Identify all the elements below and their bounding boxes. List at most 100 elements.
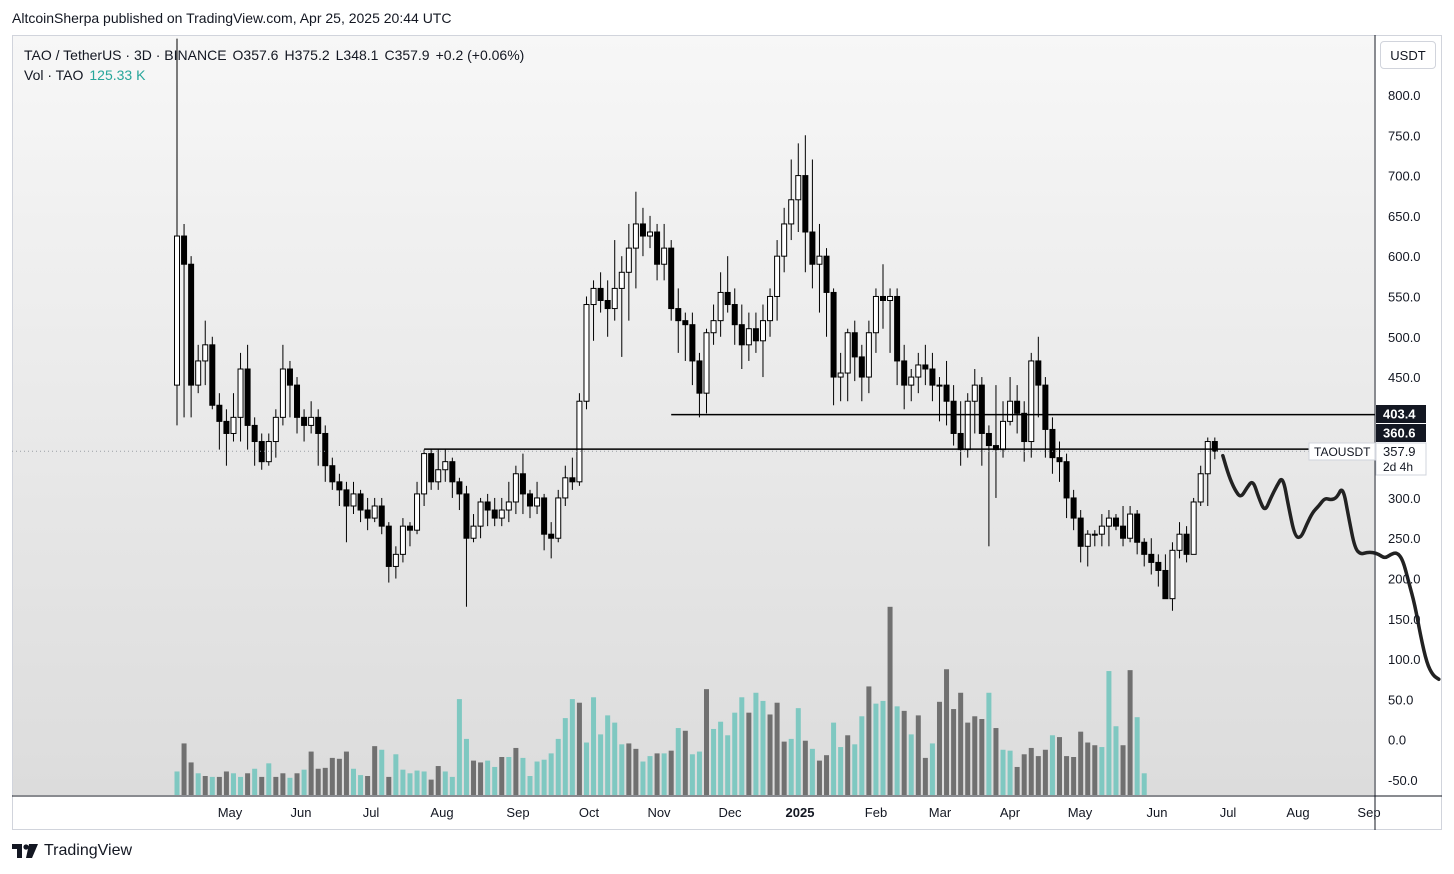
- close-value: C357.9: [384, 47, 430, 63]
- candle: [724, 256, 731, 313]
- volume-bar: [591, 697, 597, 795]
- time-tick-label: Mar: [929, 805, 952, 820]
- candle-body: [230, 416, 237, 434]
- volume-bar: [647, 756, 653, 795]
- candle-body: [1014, 400, 1021, 414]
- volume-bar: [386, 776, 392, 795]
- candle-body: [512, 473, 519, 503]
- current-price-label: 357.9: [1383, 444, 1416, 459]
- volume-bar: [287, 777, 293, 795]
- volume-bar: [845, 735, 851, 795]
- candle-body: [569, 477, 576, 483]
- candle-body: [174, 235, 180, 386]
- candle-body: [505, 501, 512, 511]
- symbol-label[interactable]: TAO / TetherUS · 3D · BINANCE: [24, 47, 227, 63]
- candle: [498, 497, 505, 527]
- currency-button[interactable]: USDT: [1380, 41, 1436, 69]
- candle-body: [788, 199, 795, 225]
- candle: [406, 522, 413, 547]
- candle: [661, 223, 668, 281]
- volume-bar: [1141, 773, 1147, 795]
- volume-bar: [824, 755, 830, 795]
- candle-body: [647, 231, 654, 237]
- volume-bar: [174, 771, 180, 795]
- candle-body: [1127, 513, 1134, 539]
- volume-bar: [485, 760, 491, 795]
- volume-bar: [993, 728, 999, 795]
- candle: [625, 223, 632, 321]
- candle-body: [1169, 549, 1176, 600]
- candle-body: [555, 497, 562, 539]
- volume-bar: [767, 714, 773, 795]
- volume-bar: [245, 773, 251, 795]
- candle-body: [816, 255, 823, 265]
- time-tick-label: Apr: [1000, 805, 1021, 820]
- volume-bar: [958, 692, 964, 795]
- price-tick-label: 700.0: [1388, 169, 1421, 184]
- candlestick-chart[interactable]: 800.0 750.0 700.0 650.0 600.0 550.0 500.0 450.0…: [12, 35, 1442, 830]
- candle: [181, 223, 188, 418]
- candle-body: [689, 324, 696, 362]
- candle: [322, 425, 329, 482]
- volume-bar: [1035, 756, 1041, 795]
- price-tick-label: 800.0: [1388, 88, 1421, 103]
- volume-bar: [449, 776, 455, 795]
- candle: [1049, 417, 1056, 474]
- candle-body: [1197, 473, 1204, 503]
- volume-bar: [704, 689, 709, 795]
- candle: [767, 288, 774, 337]
- price-tick-label: 200.0: [1388, 572, 1421, 587]
- candle-body: [858, 356, 865, 378]
- candle-body: [548, 533, 555, 539]
- candle-body: [682, 320, 689, 326]
- forecast-drawing: [1221, 453, 1441, 682]
- volume-label[interactable]: Vol · TAO: [24, 67, 84, 83]
- candle: [865, 320, 872, 394]
- candle: [1183, 526, 1190, 563]
- candle: [745, 312, 752, 361]
- volume-bar: [1071, 757, 1077, 795]
- candle: [294, 377, 301, 434]
- volume-bar: [619, 744, 625, 795]
- candle: [1148, 538, 1155, 575]
- candle: [1127, 506, 1134, 543]
- candle: [421, 449, 428, 506]
- candle-body: [1120, 525, 1127, 539]
- volume-bar: [654, 753, 660, 795]
- volume-bar: [802, 740, 808, 795]
- time-tick-label: Aug: [430, 805, 453, 820]
- candle-body: [823, 255, 830, 293]
- candle: [922, 344, 929, 386]
- candle-body: [329, 465, 336, 483]
- volume-bar: [273, 776, 279, 795]
- price-tick-label: 550.0: [1388, 289, 1421, 304]
- volume-bar: [1064, 756, 1070, 795]
- candle: [230, 393, 237, 442]
- time-axis[interactable]: May Jun Jul Aug Sep Oct Nov Dec 2025 Feb Mar Apr May…: [218, 805, 1381, 820]
- candle-body: [661, 247, 668, 265]
- candle: [329, 457, 336, 490]
- candle-body: [463, 493, 470, 539]
- price-label: 360.6: [1383, 426, 1416, 441]
- time-tick-label: Jul: [363, 805, 380, 820]
- candle-body: [315, 416, 322, 434]
- candle: [385, 522, 392, 583]
- candle-body: [943, 384, 950, 402]
- time-tick-label: Sep: [1357, 805, 1380, 820]
- price-tick-label: -50.0: [1388, 773, 1418, 788]
- time-tick-label: Aug: [1286, 805, 1309, 820]
- volume-bar: [1092, 745, 1098, 795]
- candle-body: [604, 300, 611, 310]
- candle: [1162, 554, 1169, 600]
- candle-body: [703, 332, 710, 394]
- volume-bar: [520, 757, 526, 795]
- candle-body: [887, 295, 894, 301]
- price-axis[interactable]: 800.0 750.0 700.0 650.0 600.0 550.0 500.0 450.0…: [1388, 88, 1421, 788]
- volume-bar: [936, 701, 942, 795]
- candle-body: [498, 509, 505, 519]
- volume-bar: [506, 757, 512, 795]
- volume-bar: [1120, 745, 1126, 795]
- candle-body: [399, 525, 406, 555]
- candle-body: [1084, 533, 1091, 547]
- candle: [534, 481, 541, 515]
